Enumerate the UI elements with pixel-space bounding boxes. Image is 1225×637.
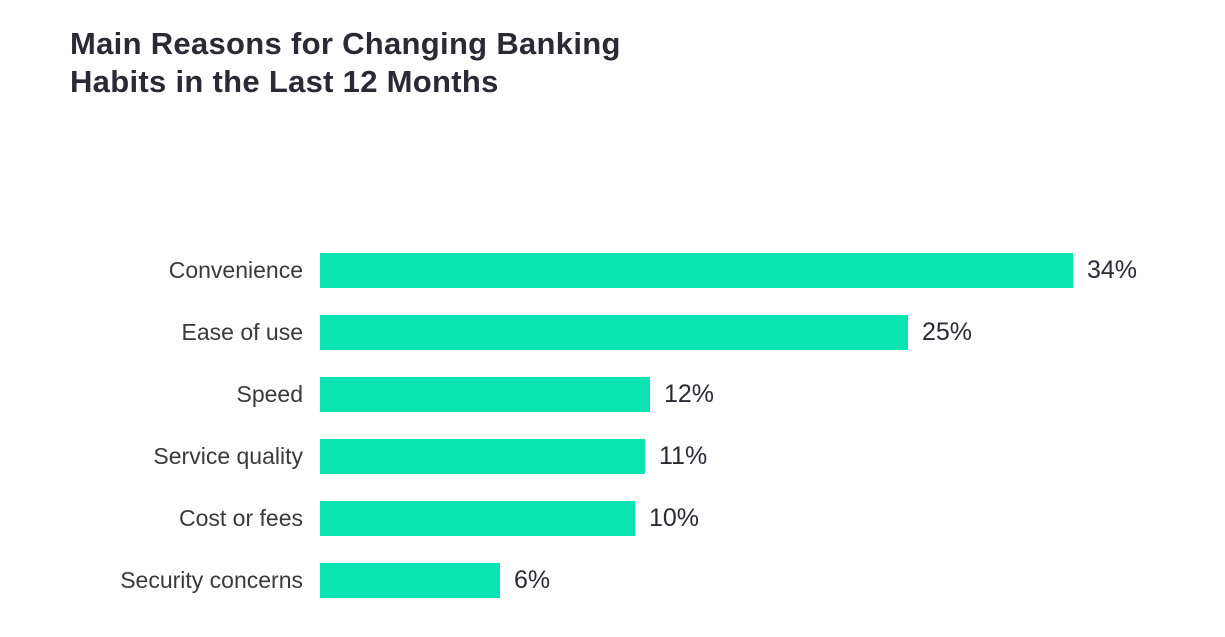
bar-row: Convenience 34%: [0, 253, 1225, 288]
category-label: Speed: [236, 381, 303, 407]
bar-row: Service quality 11%: [0, 439, 1225, 474]
value-label: 6%: [514, 566, 551, 594]
bar-row: Ease of use 25%: [0, 315, 1225, 350]
bar: [320, 563, 500, 598]
chart-title-line-2: Habits in the Last 12 Months: [70, 64, 499, 99]
category-label: Cost or fees: [179, 505, 303, 531]
bar-row: Security concerns 6%: [0, 563, 1225, 598]
value-label: 34%: [1087, 256, 1138, 284]
bar: [320, 439, 645, 474]
bar-row: Speed 12%: [0, 377, 1225, 412]
bar: [320, 377, 650, 412]
bar: [320, 501, 635, 536]
chart-title-line-1: Main Reasons for Changing Banking: [70, 26, 621, 61]
value-label: 11%: [659, 442, 708, 470]
bar-row: Cost or fees 10%: [0, 501, 1225, 536]
category-label: Convenience: [168, 257, 303, 283]
value-label: 25%: [922, 318, 973, 346]
category-label: Ease of use: [181, 319, 303, 345]
chart-title: Main Reasons for Changing Banking Habits…: [70, 25, 621, 101]
bar: [320, 315, 908, 350]
category-label: Service quality: [153, 443, 303, 469]
bar: [320, 253, 1073, 288]
value-label: 12%: [664, 380, 715, 408]
bar-chart: Convenience 34% Ease of use 25% Speed 12% Serv…: [0, 253, 1225, 625]
category-label: Security concerns: [120, 567, 303, 593]
value-label: 10%: [649, 504, 700, 532]
